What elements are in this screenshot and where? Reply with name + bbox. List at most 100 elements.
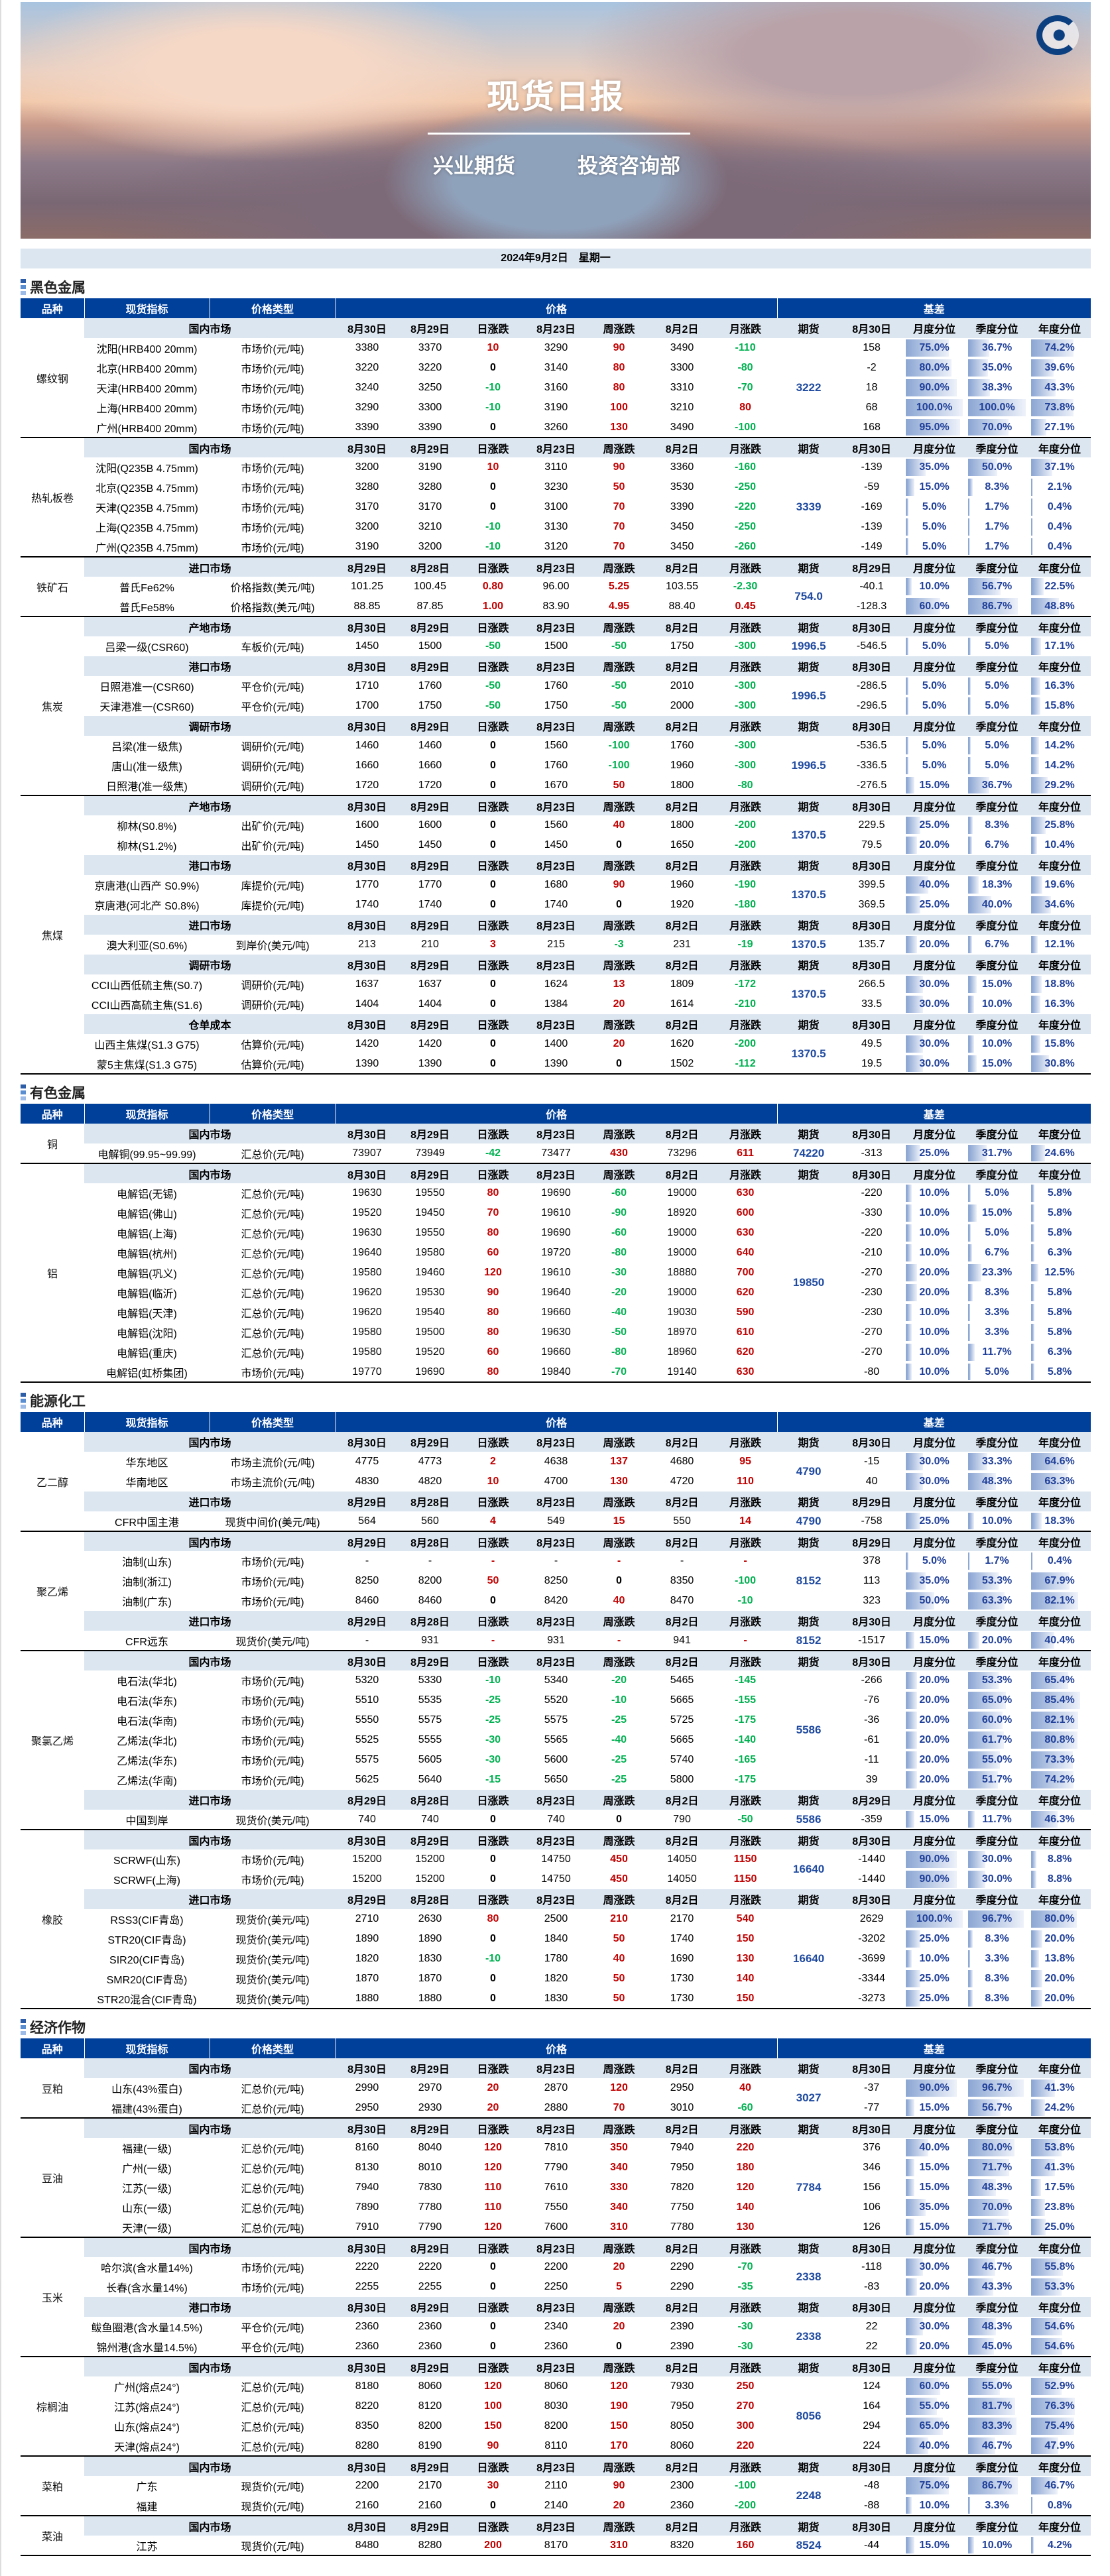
monthly-percentile: 30.0% <box>903 1034 965 1054</box>
table-row: 乙烯法(华东) 市场价(元/吨) 5575 5605 -30 5600 -25 5740 -16… <box>21 1750 1091 1770</box>
spot-indicator: 天津(一级) <box>122 2223 172 2235</box>
column-label: 周涨跌 <box>587 1531 650 1551</box>
column-label: 日涨跌 <box>462 1014 524 1034</box>
basis-value: 294 <box>863 2420 881 2431</box>
company-name: 兴业期货 <box>433 154 515 178</box>
percentile-bar <box>1031 876 1042 894</box>
daily-change: -50 <box>485 700 501 711</box>
weekly-change: -30 <box>611 1267 627 1278</box>
percentile-bar <box>906 339 949 357</box>
monthly-percentile: 30.0% <box>903 994 965 1014</box>
table-row: 福建 现货价(元/吨) 2160 2160 0 2140 20 2360 -200 -88 10.0… <box>21 2496 1091 2516</box>
price-previous: 1460 <box>418 740 442 751</box>
spot-indicator: 广州(熔点24°) <box>114 2382 180 2394</box>
futures-price: 74220 <box>792 1146 825 1159</box>
column-label: 期货 <box>777 855 841 875</box>
column-date-label: 8月23日 <box>524 2118 587 2138</box>
percentile-bar <box>906 1513 920 1529</box>
table-row: 广东 现货价(元/吨) 2200 2170 30 2110 90 2300 -100 2248 -4… <box>21 2476 1091 2502</box>
column-date-label: 8月29日 <box>399 2516 462 2536</box>
header-variety: 品种 <box>21 1412 84 1432</box>
quarterly-percentile: 36.7% <box>965 776 1028 795</box>
price-current: 19630 <box>352 1227 382 1238</box>
daily-change: -10 <box>485 1674 501 1686</box>
quarterly-percentile: 5.0% <box>965 636 1028 656</box>
column-label: 季度分位 <box>965 2058 1029 2078</box>
market-label: 港口市场 <box>84 656 336 676</box>
market-subheader-row: 聚乙烯 国内市场 8月29日 8月28日 日涨跌 8月23日 周涨跌 8月2日 月涨跌 期货 8月2… <box>21 1531 1091 1651</box>
yearly-percentile: 52.9% <box>1028 2376 1091 2396</box>
percentile-value: 65.0% <box>919 2420 950 2431</box>
monthly-change: 1150 <box>733 1873 757 1885</box>
column-label: 月度分位 <box>903 1651 966 1670</box>
percentile-value: 5.0% <box>985 700 1009 711</box>
spot-indicator: 日照港准一(CSR60) <box>99 682 194 693</box>
table-row: 电石法(华南) 市场价(元/吨) 5550 5575 -25 5575 -25 5725 -17… <box>21 1710 1091 1730</box>
table-row: CFR中国主港 现货中间价(美元/吨) 564 560 4 549 15 550 14 4790-… <box>21 1511 1091 1531</box>
price-current: 4830 <box>355 1476 379 1487</box>
monthly-change: 130 <box>736 1953 755 1964</box>
yearly-percentile: 23.8% <box>1028 2197 1091 2217</box>
weekly-change: 430 <box>610 1147 628 1159</box>
column-date-label: 8月30日 <box>336 1432 399 1452</box>
company-logo-icon <box>1036 15 1079 55</box>
column-date-label: 8月30日 <box>336 2456 399 2476</box>
price-previous: 8120 <box>418 2400 442 2412</box>
price-week-ago: 3190 <box>544 402 568 413</box>
monthly-change: -190 <box>735 879 757 890</box>
column-label: 期货 <box>777 2058 841 2078</box>
spot-indicator: 中国到岸 <box>125 1815 168 1827</box>
daily-change: -10 <box>485 1953 501 1964</box>
futures-price: 1996.5 <box>791 689 826 702</box>
monthly-percentile: 10.0% <box>903 1183 965 1203</box>
weekly-change: -40 <box>611 1734 627 1745</box>
table-row: 柳林(S1.2%) 出矿价(元/吨) 1450 1450 0 1450 0 1650 -200 7… <box>21 835 1091 855</box>
column-label: 期货 <box>777 318 841 338</box>
column-date-label: 8月2日 <box>650 915 713 935</box>
weekly-change: -80 <box>611 1346 627 1358</box>
percentile-value: 18.3% <box>981 879 1013 890</box>
spot-indicator: 天津(Q235B 4.75mm) <box>95 503 198 514</box>
yearly-percentile: 0.4% <box>1028 1551 1091 1571</box>
daily-change: 200 <box>484 2539 502 2551</box>
percentile-bar <box>968 757 971 774</box>
percentile-bar <box>906 2099 914 2116</box>
column-date-label: 8月29日 <box>399 1124 462 1143</box>
futures-price: 5586 <box>796 1724 822 1736</box>
basis-value: -169 <box>861 501 883 512</box>
price-type: 市场价(元/吨) <box>241 1368 304 1379</box>
column-date-label: 8月29日 <box>840 557 904 577</box>
daily-change: 0 <box>490 1853 496 1865</box>
price-current: 15200 <box>352 1873 382 1885</box>
price-type: 市场价(元/吨) <box>241 483 304 495</box>
price-current: 19580 <box>352 1326 382 1338</box>
monthly-percentile: 100.0% <box>903 398 965 418</box>
price-current: 1660 <box>355 760 379 771</box>
price-current: 7940 <box>355 2182 379 2193</box>
spot-indicator: SIR20(CIF青岛) <box>109 1955 184 1966</box>
yearly-percentile: 53.3% <box>1028 2277 1091 2297</box>
percentile-value: 3.3% <box>985 1326 1009 1338</box>
table-row: 电解铝(杭州) 汇总价(元/吨) 19640 19580 60 19720 -80 19000… <box>21 1243 1091 1263</box>
price-current: 3200 <box>355 461 379 473</box>
percentile-value: 80.0% <box>1044 1913 1075 1924</box>
monthly-change: -200 <box>735 839 757 850</box>
percentile-value: 3.3% <box>985 1307 1009 1318</box>
column-date-label: 8月29日 <box>399 2058 462 2078</box>
percentile-value: 30.8% <box>1044 1057 1075 1069</box>
variety-name: 铝 <box>21 1163 84 1382</box>
percentile-value: 8.8% <box>1047 1853 1072 1865</box>
price-month-ago: 8060 <box>670 2439 694 2451</box>
spot-indicator: RSS3(CIF青岛) <box>110 1915 184 1926</box>
monthly-change: 80 <box>739 402 751 413</box>
percentile-value: 86.7% <box>981 2480 1013 2491</box>
spot-price-table: 品种 现货指标 价格类型 价格 基差 乙二醇 国内市场 8月30日 8月29日 日涨跌 8月23日周… <box>21 1412 1091 2009</box>
weekly-change: 0 <box>616 899 622 910</box>
daily-change: 2 <box>490 1456 496 1467</box>
price-week-ago: 2880 <box>544 2101 568 2113</box>
monthly-change: -260 <box>735 540 757 552</box>
basis-value: 126 <box>863 2221 881 2233</box>
column-label: 月度分位 <box>903 2357 966 2376</box>
column-label: 年度分位 <box>1028 318 1091 338</box>
price-current: 2360 <box>355 2321 379 2332</box>
